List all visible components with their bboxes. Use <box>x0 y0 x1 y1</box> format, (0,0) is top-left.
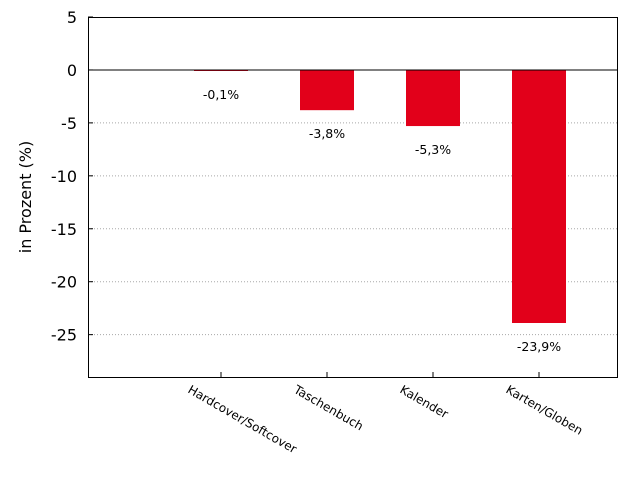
data-label: -23,9% <box>517 339 561 354</box>
y-axis-label: in Prozent (%) <box>16 141 35 253</box>
bar <box>406 69 460 127</box>
plot-frame <box>88 17 618 378</box>
data-label: -3,8% <box>309 126 345 141</box>
bar <box>300 69 354 111</box>
y-tick-label: 5 <box>67 8 77 27</box>
grid-lines <box>88 122 617 336</box>
data-label: -5,3% <box>415 142 451 157</box>
y-tick-label: -20 <box>51 273 77 292</box>
x-tick-label: Hardcover/Softcover <box>186 382 300 456</box>
data-label: -0,1% <box>203 87 239 102</box>
axes <box>88 16 618 378</box>
bar <box>194 69 248 71</box>
y-tick-label: 0 <box>67 61 77 80</box>
x-tick-label: Kalender <box>398 382 451 421</box>
x-tick-label: Taschenbuch <box>291 382 366 433</box>
y-tick-label: -5 <box>61 114 77 133</box>
y-tick-label: -10 <box>51 167 77 186</box>
bars <box>194 69 566 323</box>
y-tick-label: -15 <box>51 220 77 239</box>
x-tick-label: Karten/Globen <box>504 382 586 437</box>
y-tick-label: -25 <box>51 326 77 345</box>
bar <box>512 69 566 323</box>
